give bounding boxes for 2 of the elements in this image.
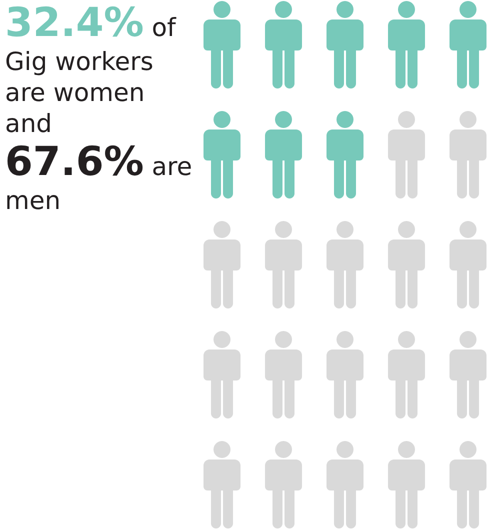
data-label: 32.4% bbox=[5, 0, 144, 46]
data-label: 67.6% bbox=[5, 139, 144, 185]
